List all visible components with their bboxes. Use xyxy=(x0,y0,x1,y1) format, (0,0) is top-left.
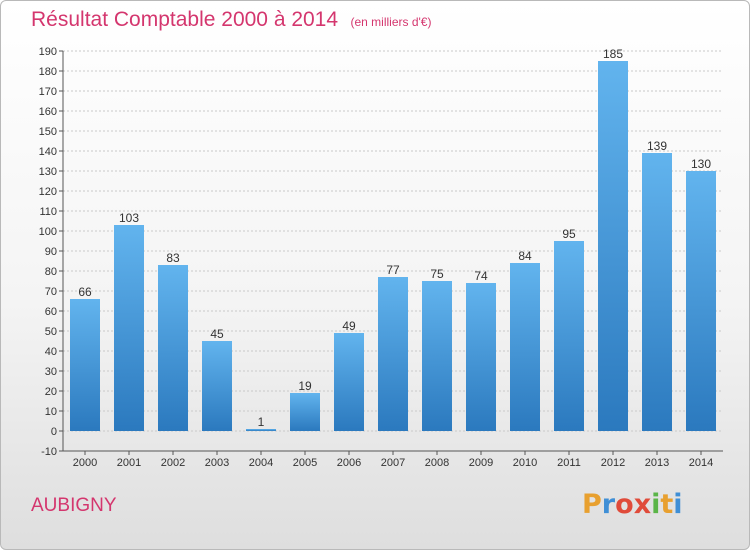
logo-letter: i xyxy=(673,489,683,520)
bar xyxy=(554,241,584,431)
logo-letter: P xyxy=(582,489,602,520)
y-tick-label: 50 xyxy=(45,326,57,338)
logo-letter: r xyxy=(601,489,616,520)
x-tick-label: 2001 xyxy=(117,457,141,469)
y-tick-label: -10 xyxy=(41,446,57,458)
y-tick-label: 120 xyxy=(39,186,57,198)
y-tick-label: 20 xyxy=(45,386,57,398)
chart-header: Résultat Comptable 2000 à 2014 (en milli… xyxy=(31,8,431,32)
bar xyxy=(202,341,232,431)
y-tick-label: 100 xyxy=(39,226,57,238)
x-tick-label: 2013 xyxy=(645,457,669,469)
data-label: 74 xyxy=(474,269,488,283)
x-tick-label: 2008 xyxy=(425,457,449,469)
data-label: 84 xyxy=(518,249,532,263)
commune-name: AUBIGNY xyxy=(31,495,117,516)
y-tick-label: 0 xyxy=(51,426,57,438)
logo-letter: o xyxy=(615,489,634,520)
y-tick-label: 140 xyxy=(39,146,57,158)
bar xyxy=(378,277,408,431)
logo-letter: i xyxy=(651,489,661,520)
y-tick-label: 90 xyxy=(45,246,57,258)
x-tick-label: 2014 xyxy=(689,457,713,469)
data-label: 66 xyxy=(78,285,92,299)
bars xyxy=(70,61,716,431)
data-label: 139 xyxy=(647,139,667,153)
y-tick-label: 40 xyxy=(45,346,57,358)
data-labels: 66 103 83 45 1 19 49 77 75 74 84 95 185 139 130 xyxy=(78,47,711,429)
y-tick-label: 80 xyxy=(45,266,57,278)
bar xyxy=(422,281,452,431)
bar xyxy=(598,61,628,431)
bar xyxy=(290,393,320,431)
data-label: 75 xyxy=(430,267,444,281)
y-tick-label: 30 xyxy=(45,366,57,378)
data-label: 49 xyxy=(342,319,356,333)
bar xyxy=(70,299,100,431)
bar xyxy=(466,283,496,431)
axes: -10 0 10 20 30 40 50 60 70 80 90 100 110 120 130 140 150… xyxy=(39,46,723,469)
data-label: 1 xyxy=(258,415,265,429)
proxiti-logo: Proxiti xyxy=(582,489,683,520)
x-tick-label: 2011 xyxy=(557,457,581,469)
bar xyxy=(114,225,144,431)
y-tick-label: 10 xyxy=(45,406,57,418)
x-tick-label: 2003 xyxy=(205,457,229,469)
y-tick-label: 150 xyxy=(39,126,57,138)
y-tick-label: 180 xyxy=(39,66,57,78)
bar xyxy=(246,429,276,431)
data-label: 77 xyxy=(386,263,400,277)
y-tick-label: 170 xyxy=(39,86,57,98)
x-tick-label: 2002 xyxy=(161,457,185,469)
bar xyxy=(686,171,716,431)
data-label: 185 xyxy=(603,47,623,61)
y-tick-label: 70 xyxy=(45,286,57,298)
chart-subtitle: (en milliers d'€) xyxy=(350,15,432,29)
bar xyxy=(334,333,364,431)
bar xyxy=(642,153,672,431)
x-tick-label: 2006 xyxy=(337,457,361,469)
x-tick-label: 2009 xyxy=(469,457,493,469)
bar xyxy=(158,265,188,431)
x-tick-label: 2012 xyxy=(601,457,625,469)
x-tick-label: 2007 xyxy=(381,457,405,469)
y-tick-label: 130 xyxy=(39,166,57,178)
x-tick-label: 2010 xyxy=(513,457,537,469)
data-label: 103 xyxy=(119,211,139,225)
data-label: 130 xyxy=(691,157,711,171)
chart-title: Résultat Comptable 2000 à 2014 xyxy=(31,8,339,31)
bar xyxy=(510,263,540,431)
data-label: 19 xyxy=(298,379,312,393)
x-tick-label: 2004 xyxy=(249,457,273,469)
x-tick-label: 2000 xyxy=(73,457,97,469)
data-label: 45 xyxy=(210,327,224,341)
logo-letter: t xyxy=(660,489,674,520)
x-tick-label: 2005 xyxy=(293,457,317,469)
logo-letter: x xyxy=(633,489,652,520)
data-label: 95 xyxy=(562,227,576,241)
y-tick-label: 110 xyxy=(39,206,57,218)
y-tick-label: 160 xyxy=(39,106,57,118)
y-tick-label: 190 xyxy=(39,46,57,58)
y-tick-label: 60 xyxy=(45,306,57,318)
data-label: 83 xyxy=(166,251,180,265)
